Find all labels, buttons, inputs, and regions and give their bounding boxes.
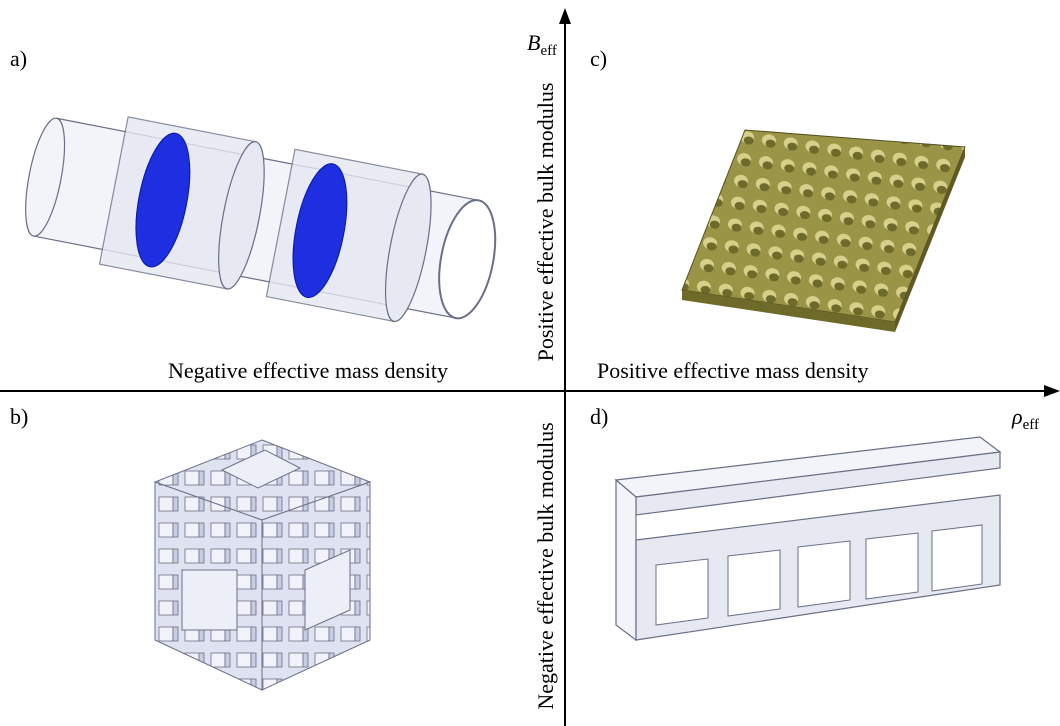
plate-edge bbox=[895, 147, 965, 332]
tube-opening bbox=[438, 199, 497, 320]
box-illustration bbox=[614, 436, 1002, 642]
slot bbox=[931, 524, 983, 592]
tube-end bbox=[25, 117, 66, 237]
cylinder-illustration bbox=[25, 116, 497, 323]
membrane bbox=[292, 163, 348, 298]
slot bbox=[655, 558, 709, 626]
sleeve-end bbox=[218, 141, 265, 290]
subscript: eff bbox=[540, 43, 556, 59]
sleeve-end bbox=[384, 173, 432, 323]
symbol: B bbox=[527, 30, 540, 55]
x-axis-label: ρeff bbox=[1011, 404, 1039, 433]
side bbox=[615, 478, 637, 642]
slot bbox=[797, 540, 851, 608]
membrane bbox=[135, 132, 191, 268]
panel-label: b) bbox=[10, 404, 28, 429]
quadrant-label: Positive effective bulk modulus bbox=[533, 83, 558, 362]
subscript: eff bbox=[1023, 417, 1039, 433]
panel-label: c) bbox=[590, 46, 607, 71]
panel-label: a) bbox=[10, 46, 27, 71]
y-axis-label: Beff bbox=[527, 30, 557, 59]
block bbox=[304, 549, 351, 631]
block bbox=[181, 569, 238, 631]
quadrant-label: Positive effective mass density bbox=[597, 358, 869, 383]
block bbox=[220, 449, 302, 489]
slot bbox=[865, 532, 919, 600]
y-arrow bbox=[559, 8, 571, 24]
x-arrow bbox=[1044, 385, 1060, 397]
symbol: ρ bbox=[1011, 404, 1023, 429]
quadrant-label: Negative effective bulk modulus bbox=[533, 422, 558, 709]
panel-label: d) bbox=[590, 404, 608, 429]
plate-edge bbox=[682, 290, 895, 332]
plate bbox=[681, 129, 966, 323]
quadrant-label: Negative effective mass density bbox=[168, 358, 448, 383]
slot bbox=[727, 549, 781, 617]
